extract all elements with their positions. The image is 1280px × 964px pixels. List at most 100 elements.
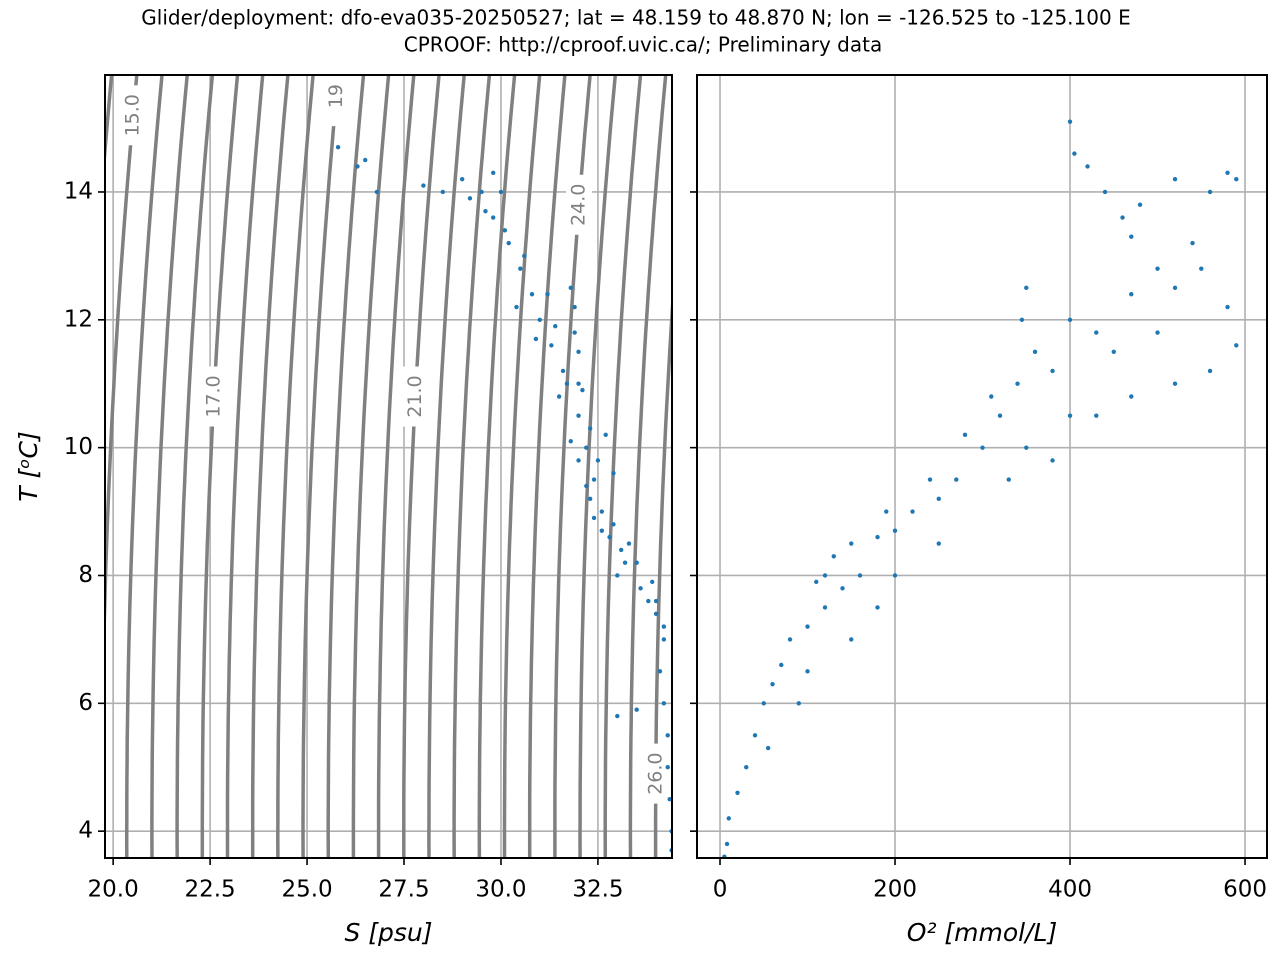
data-point xyxy=(1207,368,1213,374)
y-tick-label: 8 xyxy=(78,562,93,588)
data-point xyxy=(1225,304,1230,310)
data-point xyxy=(611,522,616,527)
data-point xyxy=(1111,349,1116,354)
density-contour xyxy=(351,75,391,858)
data-point xyxy=(584,445,589,450)
data-point xyxy=(1172,176,1178,182)
x-axis-label: S [psu] xyxy=(344,918,432,947)
density-contour xyxy=(653,288,672,858)
data-point xyxy=(1234,176,1239,182)
data-point xyxy=(459,176,465,182)
x-tick-label: 25.0 xyxy=(281,877,332,903)
data-point xyxy=(1006,477,1011,482)
density-contour xyxy=(150,75,189,858)
data-point xyxy=(1085,164,1090,169)
contour-label-bg xyxy=(323,75,350,127)
data-point xyxy=(374,189,380,195)
data-point xyxy=(646,598,651,604)
contour-label: 21.0 xyxy=(404,375,426,417)
data-point xyxy=(599,509,605,514)
data-point xyxy=(572,330,577,335)
data-point xyxy=(634,560,639,565)
data-point xyxy=(1094,413,1099,418)
data-point xyxy=(726,816,731,821)
data-point xyxy=(467,196,473,201)
data-point xyxy=(615,573,620,578)
x-tick-label: 20.0 xyxy=(88,877,139,903)
data-point xyxy=(533,336,539,342)
data-point xyxy=(661,637,667,642)
data-point xyxy=(849,637,854,642)
data-point xyxy=(892,528,898,533)
data-point xyxy=(576,458,581,463)
data-point xyxy=(1207,189,1213,195)
data-point xyxy=(483,208,488,214)
data-point xyxy=(618,547,624,553)
density-contour xyxy=(452,75,492,858)
contour-label-bg xyxy=(566,174,593,235)
contour-label-bg xyxy=(402,366,429,427)
y-tick-label: 4 xyxy=(78,818,93,844)
x-tick-label: 27.5 xyxy=(378,877,429,903)
data-point xyxy=(560,368,566,374)
data-point xyxy=(514,304,519,310)
data-point xyxy=(770,681,775,687)
data-point xyxy=(603,432,608,438)
data-point xyxy=(502,228,508,233)
data-point xyxy=(553,323,558,329)
data-point xyxy=(335,145,341,150)
data-point xyxy=(537,317,542,323)
x-tick-label: 200 xyxy=(873,877,917,903)
contour-label-bg xyxy=(200,366,227,427)
x-tick-label: 600 xyxy=(1223,877,1267,903)
data-point xyxy=(1129,394,1134,399)
density-contour xyxy=(105,75,139,665)
data-point xyxy=(576,349,581,354)
density-contour xyxy=(628,75,668,858)
y-tick-label: 14 xyxy=(64,178,93,204)
data-point xyxy=(962,432,968,438)
x-tick-label: 32.5 xyxy=(572,877,623,903)
title: Glider/deployment: dfo-eva035-20250527; … xyxy=(141,6,1130,30)
data-point xyxy=(611,471,616,476)
contour-label: 17.0 xyxy=(202,375,224,417)
data-point xyxy=(665,765,670,770)
data-point xyxy=(580,387,585,393)
data-point xyxy=(840,586,845,591)
data-point xyxy=(1129,234,1134,239)
data-point xyxy=(568,285,573,291)
data-point xyxy=(936,496,941,501)
contour-label: 19 xyxy=(325,84,347,108)
data-point xyxy=(892,573,898,578)
data-point xyxy=(1067,119,1073,124)
data-point xyxy=(572,304,577,310)
x-axis-label: O² [mmol/L] xyxy=(907,918,1057,947)
data-point xyxy=(667,796,672,802)
contour-label: 24.0 xyxy=(568,184,590,226)
data-point xyxy=(831,554,836,559)
data-point xyxy=(1225,170,1230,175)
data-point xyxy=(506,240,511,246)
data-point xyxy=(440,189,445,195)
data-point xyxy=(910,509,915,514)
data-point xyxy=(849,541,854,546)
data-point xyxy=(1067,317,1073,323)
data-point xyxy=(564,381,570,386)
data-point xyxy=(650,579,655,585)
density-contour xyxy=(427,75,466,858)
density-contour xyxy=(603,75,643,858)
data-point xyxy=(584,483,589,489)
data-point xyxy=(576,413,581,418)
data-point xyxy=(615,713,620,719)
data-point xyxy=(498,189,504,195)
data-point xyxy=(1102,189,1108,195)
data-point xyxy=(1155,266,1160,271)
density-contour xyxy=(124,75,164,858)
data-point xyxy=(927,477,933,482)
data-point xyxy=(587,496,593,501)
data-point xyxy=(884,509,889,514)
contour-label: 15.0 xyxy=(122,94,144,136)
data-point xyxy=(765,745,771,751)
density-contour xyxy=(276,75,315,858)
data-point xyxy=(661,701,667,706)
